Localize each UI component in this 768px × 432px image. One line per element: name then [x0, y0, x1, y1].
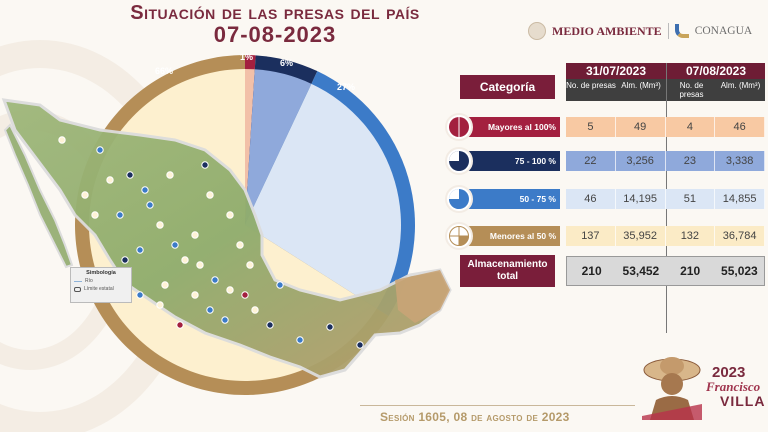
baja-california-shape: [3, 123, 74, 269]
table-row-mayores-100: Mayores al 100% 5 49 4 46: [440, 113, 768, 141]
logo-divider: [667, 23, 669, 39]
three-quarter-circle-icon: [445, 147, 473, 175]
table-row-75-100: 75 - 100 % 22 3,256 23 3,338: [440, 147, 768, 175]
row-values: 5 49 4 46: [566, 117, 765, 137]
header-logos: MEDIO AMBIENTE CONAGUA: [528, 22, 752, 40]
map-legend: Simbología Río Límite estatal: [70, 267, 132, 303]
row-values: 22 3,256 23 3,338: [566, 151, 765, 171]
pie-label-6: 6%: [280, 58, 294, 68]
full-circle-icon: [445, 113, 473, 141]
francisco-villa-logo: 2023 Francisco VILLA: [640, 348, 765, 428]
pie-label-1: 1%: [240, 52, 254, 62]
total-row: 210 53,452 210 55,023: [566, 256, 765, 286]
conagua-icon: [674, 24, 689, 38]
dam-status-pie-chart: 1% 6% 27% 66%: [75, 52, 415, 395]
pie-svg: [75, 55, 415, 395]
row-values: 137 35,952 132 36,784: [566, 226, 765, 246]
session-footer: Sesión 1605, 08 de agosto de 2023: [380, 410, 570, 424]
report-date: 07-08-2023: [213, 22, 337, 47]
page-title: Situación de las presas del país 07-08-2…: [85, 2, 465, 46]
half-plus-circle-icon: [445, 185, 473, 213]
table-row-50-75: 50 - 75 % 46 14,195 51 14,855: [440, 185, 768, 213]
table-row-menores-50: Menores al 50 % 137 35,952 132 36,784: [440, 222, 768, 250]
category-header: Categoría: [460, 75, 555, 99]
river-line-icon: [74, 280, 82, 282]
footer-divider: [360, 405, 635, 406]
state-border-icon: [74, 286, 81, 292]
total-label: Almacenamiento total: [460, 255, 555, 287]
period-header-2: 07/08/2023 No. de presas Alm. (Mm³): [667, 63, 765, 101]
portrait-icon: [642, 357, 702, 420]
quarter-circle-icon: [445, 222, 473, 250]
pie-label-27: 27%: [337, 82, 356, 92]
seal-icon: [528, 22, 546, 40]
row-values: 46 14,195 51 14,855: [566, 189, 765, 209]
conagua-logo: CONAGUA: [694, 25, 753, 37]
pie-label-66: 66%: [155, 66, 174, 76]
period-header-1: 31/07/2023 No. de presas Alm. (Mm³): [566, 63, 666, 101]
medio-ambiente-logo: MEDIO AMBIENTE: [552, 23, 662, 38]
